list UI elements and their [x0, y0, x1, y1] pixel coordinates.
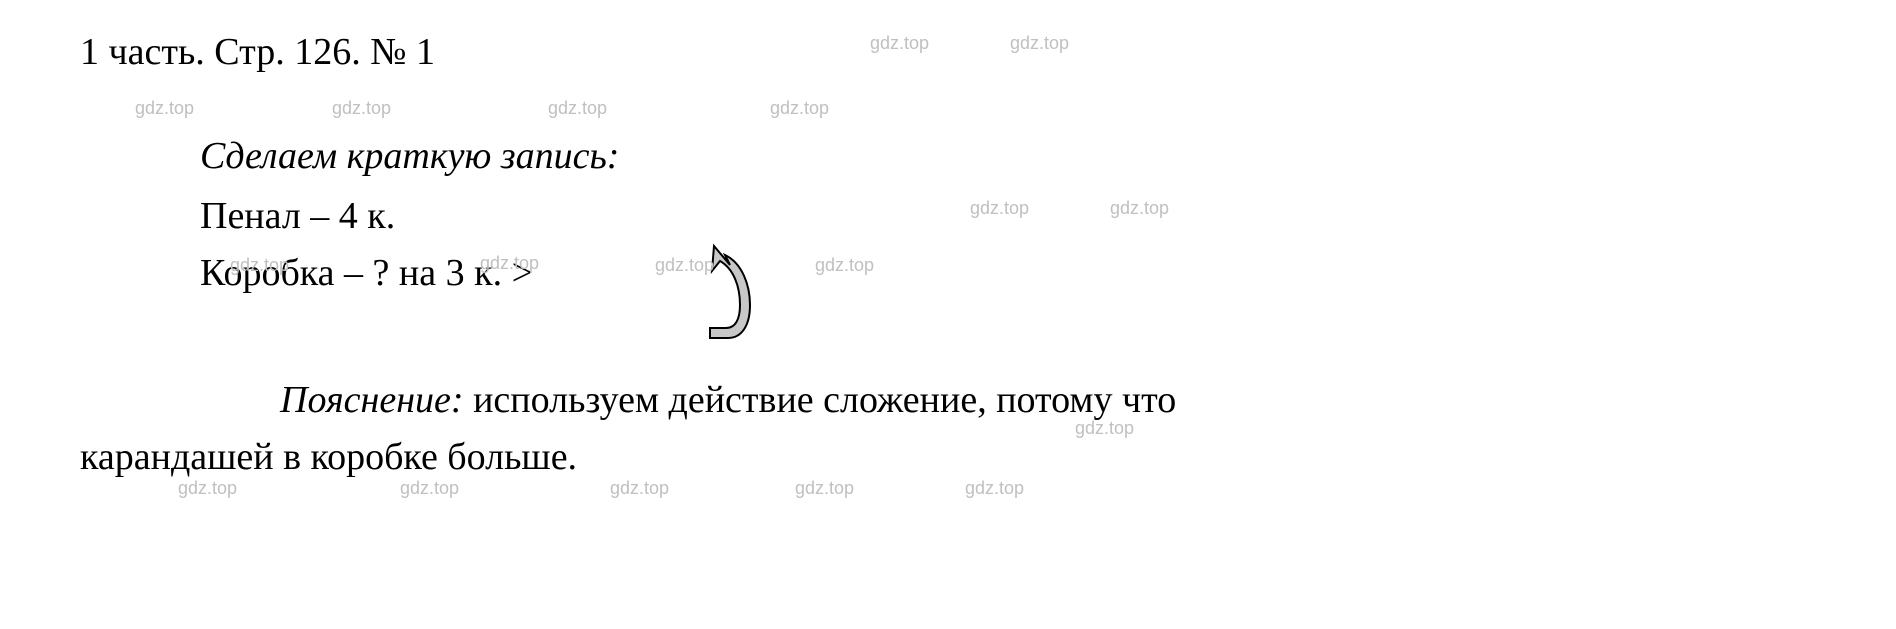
watermark: gdz.top [548, 98, 607, 119]
page-heading: 1 часть. Стр. 126. № 1 [80, 30, 1816, 74]
heading-text: 1 часть. Стр. 126. № 1 [80, 31, 435, 73]
explanation-block: Пояснение: используем действие сложение,… [80, 372, 1816, 486]
explanation-text: Пояснение: используем действие сложение,… [200, 372, 1816, 486]
curved-arrow-icon [690, 243, 760, 358]
explanation-part2: карандашей в коробке больше. [80, 429, 1816, 486]
data-lines: Пенал – 4 к. Коробка – ? на 3 к. > [200, 188, 533, 302]
explanation-label: Пояснение: [280, 379, 464, 421]
watermark: gdz.top [135, 98, 194, 119]
data-row-container: Пенал – 4 к. Коробка – ? на 3 к. > [200, 188, 1816, 302]
explanation-part1: используем действие сложение, потому что [464, 379, 1177, 421]
data-line-2: Коробка – ? на 3 к. > [200, 245, 533, 302]
data-line-1: Пенал – 4 к. [200, 188, 533, 245]
watermark: gdz.top [332, 98, 391, 119]
watermark: gdz.top [770, 98, 829, 119]
brief-note-block: Сделаем краткую запись: Пенал – 4 к. Кор… [80, 134, 1816, 302]
brief-note-title: Сделаем краткую запись: [200, 134, 1816, 178]
